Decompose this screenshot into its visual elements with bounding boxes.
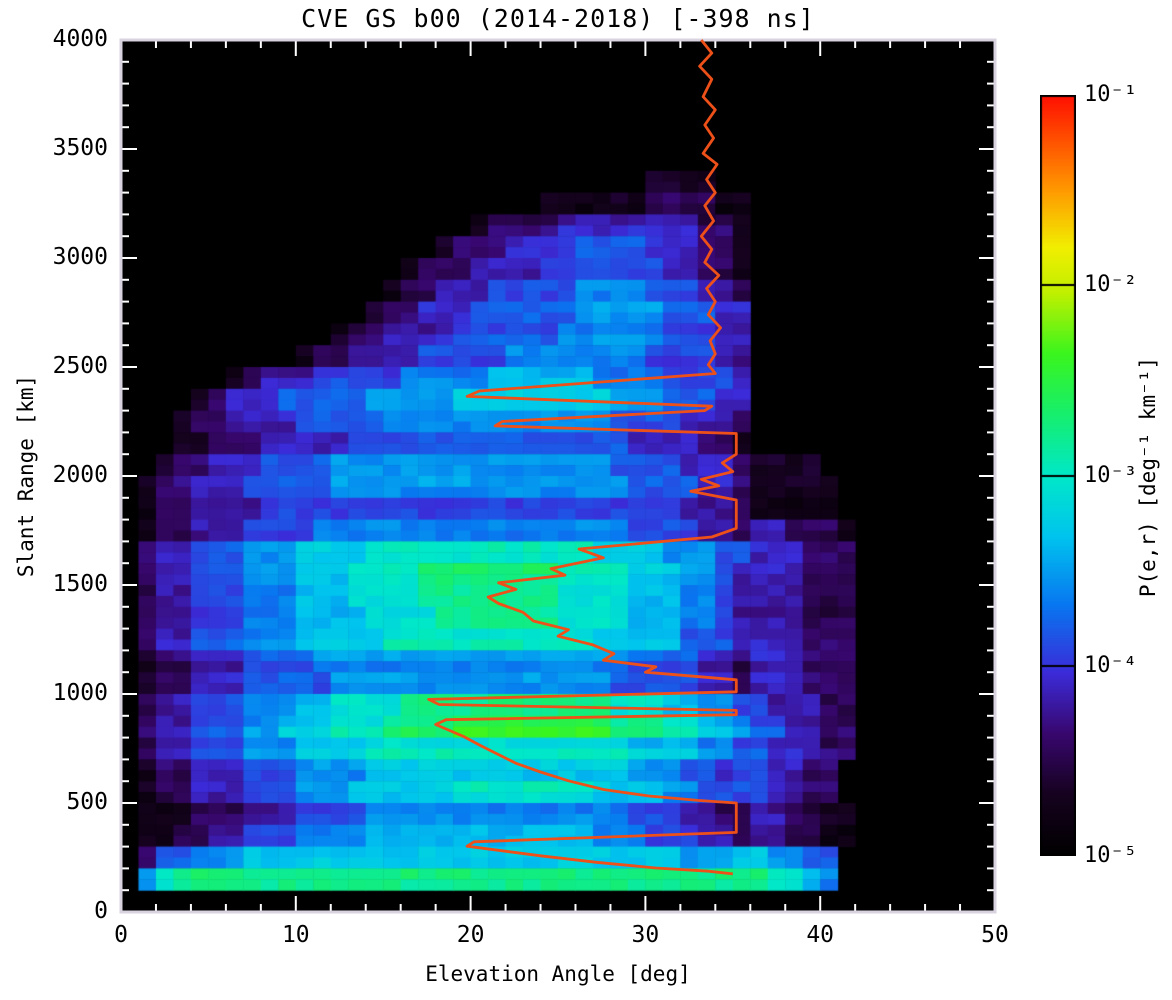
x-tick-label: 50 xyxy=(981,922,1009,948)
x-tick-label: 0 xyxy=(114,922,128,948)
colorbar-canvas xyxy=(1040,95,1076,856)
x-axis-label: Elevation Angle [deg] xyxy=(425,962,691,986)
x-tick-label: 40 xyxy=(806,922,835,948)
y-tick-label: 4000 xyxy=(52,26,108,52)
y-tick-label: 2500 xyxy=(52,353,108,379)
y-tick-label: 0 xyxy=(94,898,108,924)
y-tick-label: 3500 xyxy=(52,135,108,161)
colorbar-axis-label: P(e,r) [deg⁻¹ km⁻¹] xyxy=(1136,356,1160,598)
colorbar-tick-label: 10⁻⁴ xyxy=(1084,652,1137,678)
x-tick-label: 30 xyxy=(631,922,660,948)
y-tick-label: 2000 xyxy=(52,462,108,488)
y-axis-label: Slant Range [km] xyxy=(14,374,38,578)
chart-title: CVE GS b00 (2014-2018) [-398 ns] xyxy=(301,4,815,33)
x-tick-label: 10 xyxy=(281,922,310,948)
colorbar-tick-label: 10⁻³ xyxy=(1084,462,1137,488)
colorbar-tick-label: 10⁻¹ xyxy=(1084,82,1137,107)
colorbar-tick-label: 10⁻⁵ xyxy=(1084,843,1137,868)
y-tick-label: 1500 xyxy=(52,571,108,597)
x-tick-label: 20 xyxy=(456,922,485,948)
heatmap-canvas xyxy=(121,40,995,912)
y-tick-label: 500 xyxy=(66,789,108,815)
colorbar-tick-label: 10⁻² xyxy=(1084,272,1137,298)
y-tick-label: 3000 xyxy=(52,244,108,270)
y-tick-label: 1000 xyxy=(52,680,108,706)
